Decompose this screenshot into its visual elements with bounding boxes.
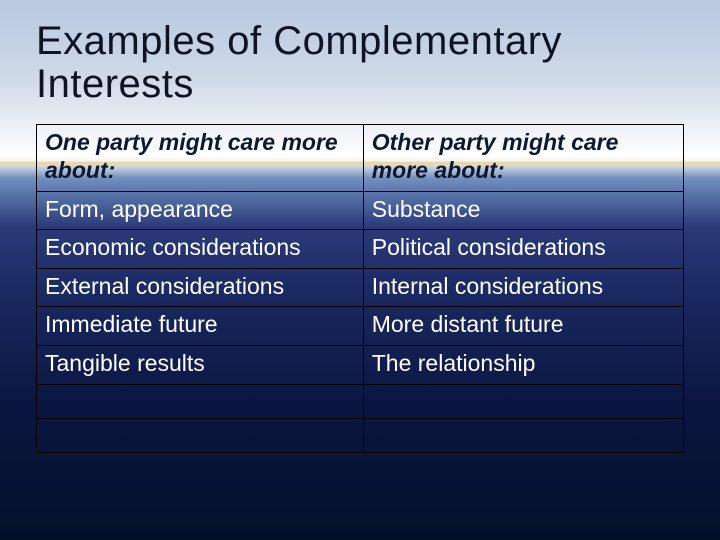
table-cell: [37, 418, 364, 452]
table-row: Economic considerations Political consid…: [37, 230, 684, 269]
slide-title: Examples of Complementary Interests: [36, 20, 684, 106]
table-header-row: One party might care more about: Other p…: [37, 125, 684, 191]
table-cell: Political considerations: [363, 230, 683, 269]
table-row: External considerations Internal conside…: [37, 268, 684, 307]
table-row: Tangible results The relationship: [37, 345, 684, 384]
table-cell: Tangible results: [37, 345, 364, 384]
table-cell: [363, 418, 683, 452]
table-cell: [363, 384, 683, 418]
table-header-cell: One party might care more about:: [37, 125, 364, 191]
table-cell: Internal considerations: [363, 268, 683, 307]
table-header-cell: Other party might care more about:: [363, 125, 683, 191]
table-row: [37, 418, 684, 452]
table-cell: Economic considerations: [37, 230, 364, 269]
table-cell: [37, 384, 364, 418]
table-cell: More distant future: [363, 307, 683, 346]
table-cell: External considerations: [37, 268, 364, 307]
table-cell: Immediate future: [37, 307, 364, 346]
table-cell: Substance: [363, 191, 683, 230]
table-cell: The relationship: [363, 345, 683, 384]
table-row: Immediate future More distant future: [37, 307, 684, 346]
interests-table: One party might care more about: Other p…: [36, 124, 684, 452]
table-cell: Form, appearance: [37, 191, 364, 230]
table-row: Form, appearance Substance: [37, 191, 684, 230]
table-row: [37, 384, 684, 418]
